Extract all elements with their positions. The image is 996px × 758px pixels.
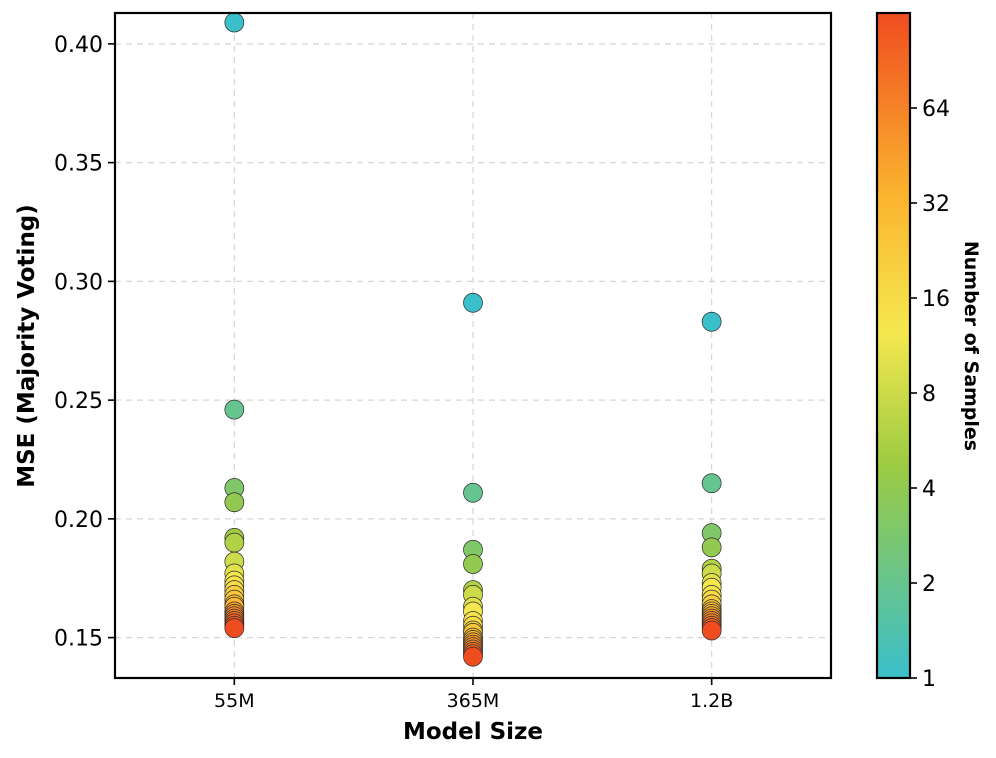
colorbar-tick-label: 2 xyxy=(922,572,936,597)
x-tick-label: 365M xyxy=(447,690,500,712)
data-point-55M xyxy=(224,618,245,638)
colorbar-tick-label: 16 xyxy=(922,287,950,312)
data-point-55M xyxy=(224,399,245,420)
colorbar xyxy=(877,13,910,678)
y-tick-label: 0.35 xyxy=(54,152,103,177)
colorbar-tick-label: 32 xyxy=(922,192,950,217)
x-tick-label: 55M xyxy=(214,690,255,712)
colorbar-tick-label: 64 xyxy=(922,97,950,122)
y-tick-label: 0.25 xyxy=(54,389,103,414)
colorbar-tick-label: 1 xyxy=(922,667,936,692)
data-points xyxy=(224,12,722,667)
data-point-1.2B xyxy=(701,311,722,332)
y-tick-label: 0.40 xyxy=(54,33,103,58)
data-point-365M xyxy=(463,292,483,313)
x-axis-label: Model Size xyxy=(403,719,543,745)
colorbar-frame xyxy=(875,11,912,680)
grid xyxy=(115,13,831,678)
data-point-365M xyxy=(463,646,483,667)
data-point-55M xyxy=(224,532,245,553)
colorbar-label: Number of Samples xyxy=(960,241,982,451)
y-tick-label: 0.30 xyxy=(54,270,103,295)
y-tick-label: 0.20 xyxy=(54,508,103,533)
colorbar-tick-label: 4 xyxy=(922,477,936,502)
data-point-1.2B xyxy=(701,620,722,641)
data-point-1.2B xyxy=(701,473,722,494)
x-tick-label: 1.2B xyxy=(690,690,733,712)
data-point-365M xyxy=(463,554,483,574)
colorbar-tick-label: 8 xyxy=(922,382,936,407)
data-point-1.2B xyxy=(701,537,722,558)
y-tick-label: 0.15 xyxy=(54,627,103,652)
data-point-55M xyxy=(224,12,245,33)
y-axis-ticks: 0.15 0.20 0.25 0.30 0.35 0.40 xyxy=(54,33,115,652)
colorbar-ticks: 1 2 4 8 16 32 64 xyxy=(910,97,950,692)
y-axis-label: MSE (Majority Voting) xyxy=(14,204,40,488)
data-point-55M xyxy=(224,492,245,513)
x-axis-ticks: 55M 365M 1.2B xyxy=(214,678,733,712)
data-point-365M xyxy=(463,482,483,503)
